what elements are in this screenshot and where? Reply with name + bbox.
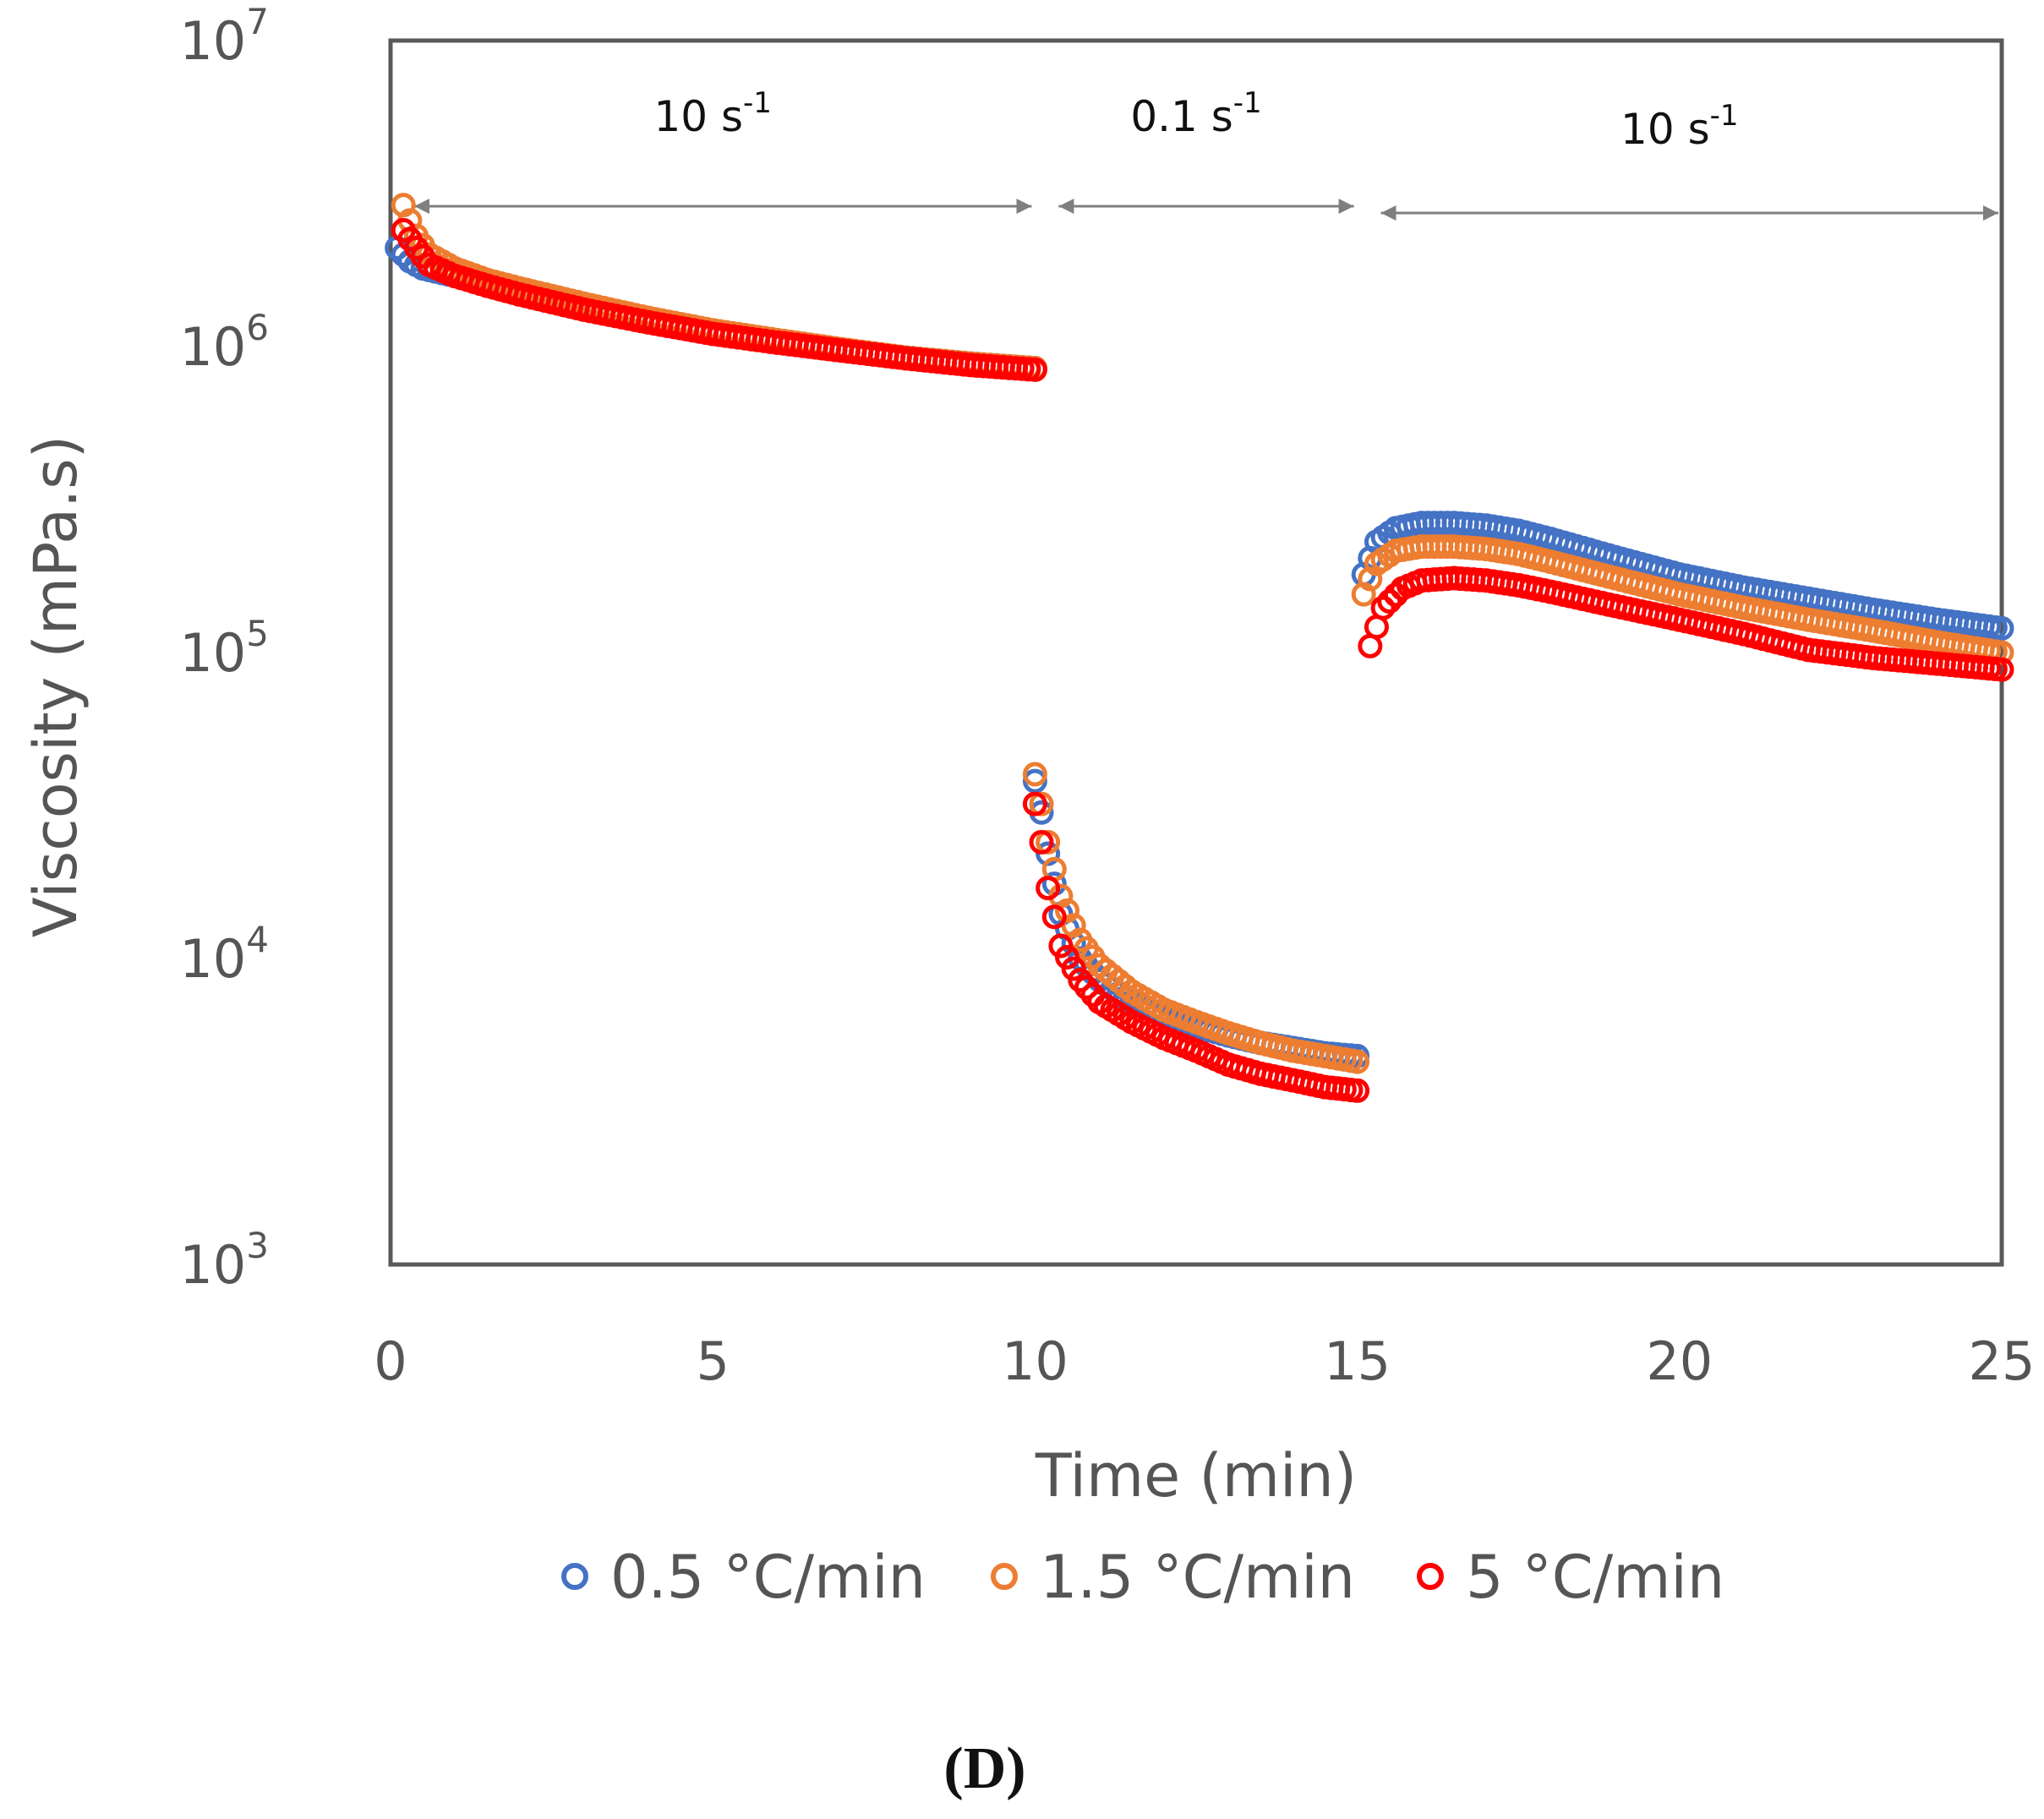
x-tick-label: 5 (696, 1330, 729, 1392)
y-tick-label: 103 (179, 1225, 269, 1296)
legend-marker (561, 1563, 588, 1590)
x-tick-label: 15 (1324, 1330, 1391, 1392)
legend-marker (1417, 1563, 1444, 1590)
y-axis-title: Viscosity (mPa.s) (21, 435, 90, 937)
x-tick-label: 25 (1969, 1330, 2036, 1392)
legend-label: 0.5 °C/min (610, 1543, 926, 1612)
data-point (1022, 762, 1047, 787)
legend-label: 1.5 °C/min (1040, 1543, 1355, 1612)
panel-label: (D) (943, 1736, 1025, 1801)
x-axis-ticks: 0 5 10 15 20 25 (374, 1330, 2035, 1392)
shear-rate-regions: 10 s-1 0.1 s-1 10 s-1 (414, 86, 1998, 221)
y-tick-label: 105 (179, 613, 269, 684)
data-point (1041, 904, 1067, 930)
y-axis-ticks: 103 104 105 106 107 (179, 1, 269, 1296)
x-tick-label: 0 (374, 1330, 407, 1392)
x-tick-label: 20 (1646, 1330, 1713, 1392)
region-label: 10 s-1 (1620, 99, 1738, 154)
data-point (1022, 357, 1047, 382)
data-point (1029, 829, 1054, 855)
data-point (1989, 657, 2014, 682)
y-tick-label: 106 (179, 307, 269, 378)
legend-marker (991, 1563, 1018, 1590)
data-point (1377, 588, 1402, 614)
region-label: 0.1 s-1 (1130, 86, 1261, 141)
legend-item: 1.5 °C/min (991, 1543, 1355, 1612)
data-point (1345, 1078, 1370, 1103)
series-3 (391, 217, 2014, 1103)
data-point (1345, 1049, 1370, 1074)
x-tick-label: 10 (1002, 1330, 1068, 1392)
y-tick-label: 107 (179, 1, 269, 72)
legend-item: 0.5 °C/min (561, 1543, 926, 1612)
data-series (385, 193, 2014, 1103)
legend-label: 5 °C/min (1466, 1543, 1724, 1612)
x-axis-title: Time (min) (1035, 1441, 1357, 1510)
data-point (1061, 913, 1086, 938)
legend-item: 5 °C/min (1417, 1543, 1724, 1612)
data-point (1370, 595, 1396, 620)
legend: 0.5 °C/min 1.5 °C/min 5 °C/min (561, 1543, 1724, 1612)
data-point (1055, 898, 1080, 923)
plot-area-frame (388, 38, 2004, 1267)
data-point (1036, 876, 1061, 901)
y-tick-label: 104 (179, 919, 269, 990)
data-point (1022, 791, 1047, 817)
data-point (1989, 615, 2014, 641)
region-label: 10 s-1 (653, 86, 771, 141)
